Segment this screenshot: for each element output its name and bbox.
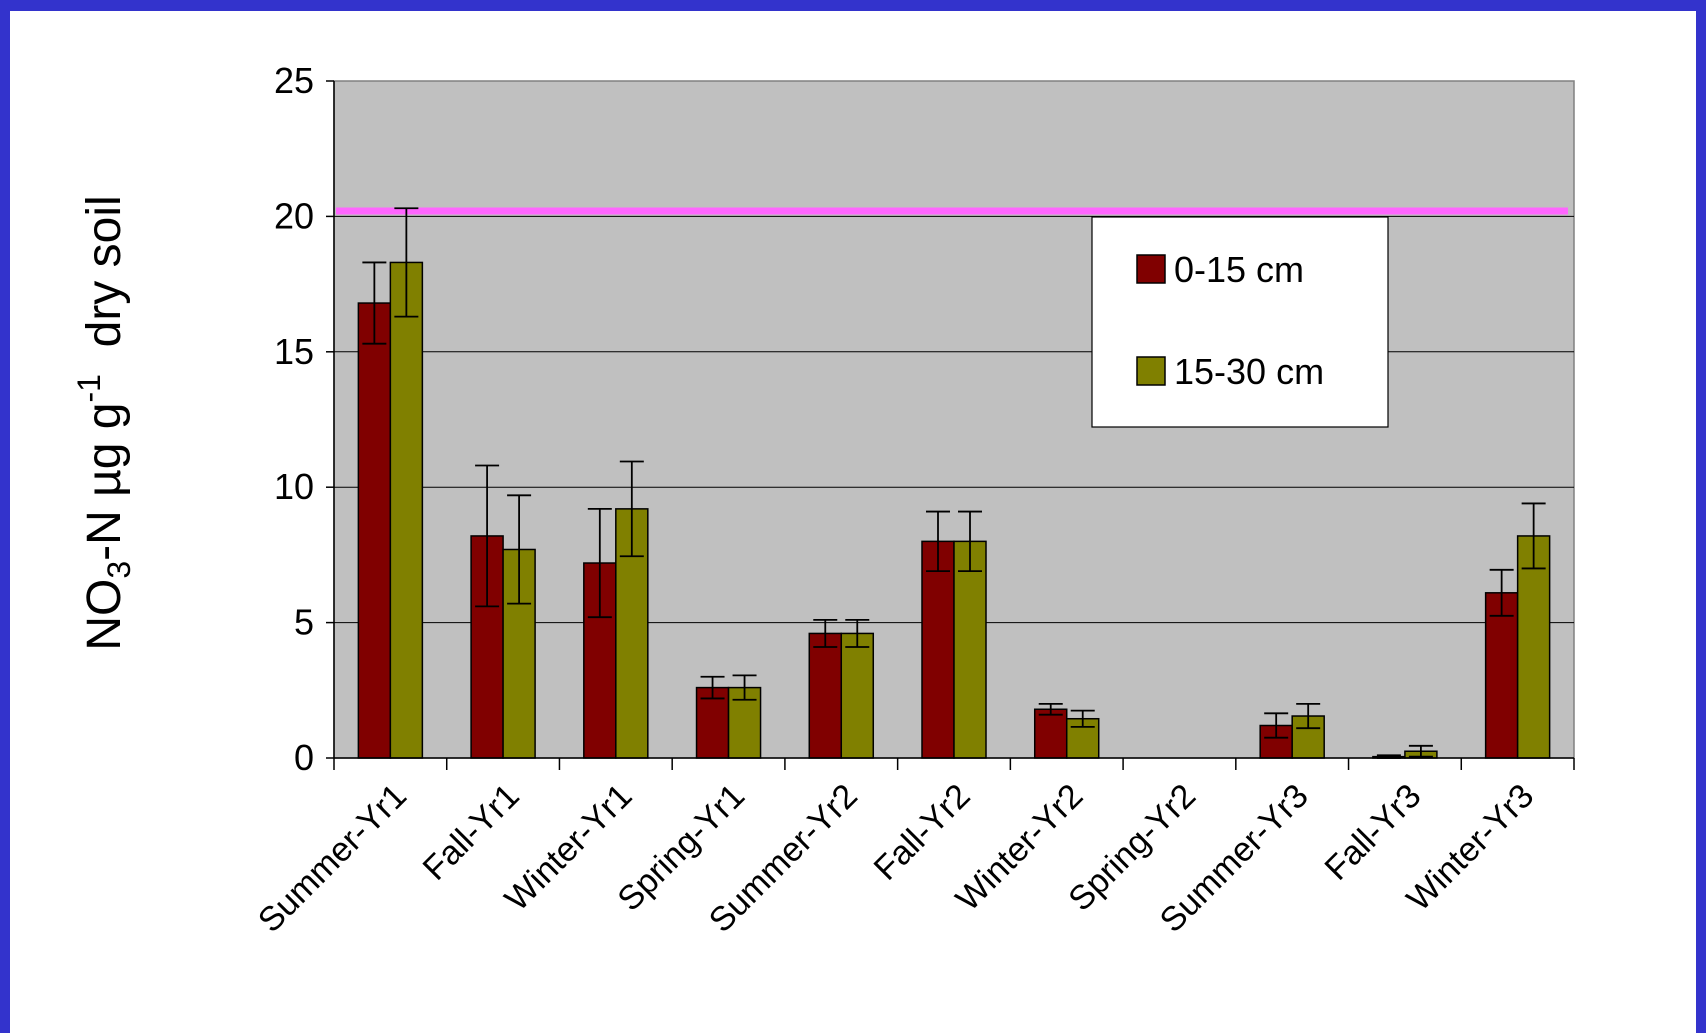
legend-swatch: [1136, 356, 1166, 386]
y-tick-label: 10: [274, 466, 314, 507]
bar: [1033, 708, 1068, 759]
x-category-label: Fall-Yr3: [1318, 777, 1429, 888]
x-category-label: Fall-Yr2: [867, 777, 978, 888]
bar: [921, 540, 955, 759]
x-category-label: Summer-Yr1: [251, 777, 414, 940]
legend-box: [1091, 216, 1389, 428]
y-tick-label: 20: [274, 195, 314, 236]
y-tick-label: 5: [294, 602, 314, 643]
legend-label: 0-15 cm: [1174, 249, 1304, 290]
bar: [808, 632, 843, 759]
bar: [1484, 592, 1519, 759]
bar: [389, 261, 424, 759]
y-tick-label: 0: [294, 737, 314, 778]
y-tick-label: 25: [274, 60, 314, 101]
bars: [357, 261, 1551, 759]
legend: 0-15 cm 15-30 cm: [1091, 216, 1389, 428]
y-axis-title: NO3-N µg g-1 dry soil: [71, 195, 137, 650]
y-tick-label: 15: [274, 331, 314, 372]
x-category-label: Fall-Yr1: [416, 777, 527, 888]
bar: [840, 632, 875, 759]
bar: [953, 540, 987, 759]
bar: [1516, 535, 1551, 759]
slide-background: 0 5 10 15 20 25 Summer-Yr1 Fall-Yr1 Winter-Yr1 Sp…: [10, 11, 1696, 1033]
legend-swatch: [1136, 254, 1166, 284]
bar: [357, 302, 392, 759]
legend-label: 15-30 cm: [1174, 351, 1324, 392]
